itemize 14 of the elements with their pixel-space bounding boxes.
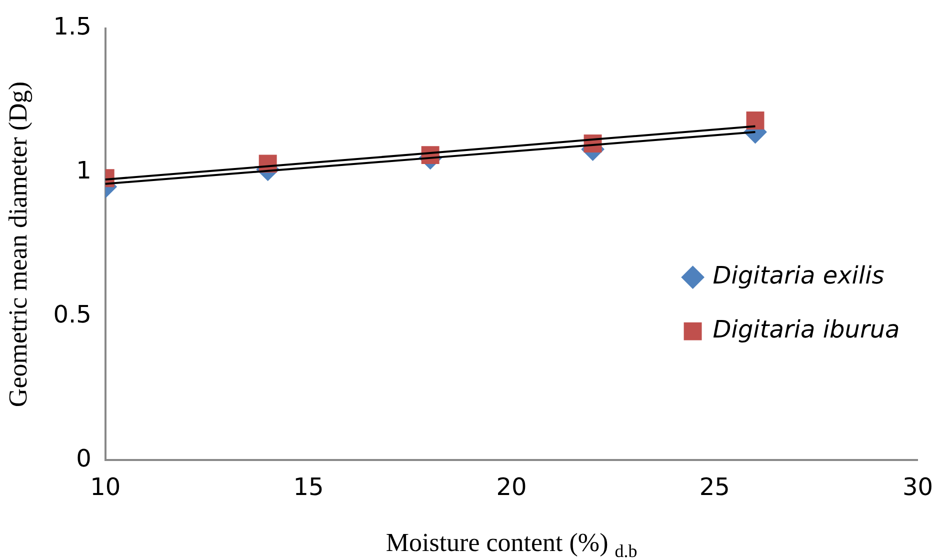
x-tick-label: 25: [699, 472, 730, 501]
y-axis-title: Geometric mean diameter (Dg): [3, 82, 32, 408]
x-axis-title: Moisture content (%) d.b: [386, 528, 638, 559]
y-tick-label: 1.5: [53, 12, 92, 41]
legend-label: Digitaria exilis: [712, 262, 884, 290]
legend-label: Digitaria iburua: [712, 316, 900, 344]
point: [746, 112, 764, 130]
y-tick-label: 0: [76, 444, 92, 472]
y-tick-label: 0.5: [53, 300, 92, 328]
y-tick-label: 1: [76, 156, 92, 185]
x-tick-label: 20: [496, 472, 527, 501]
x-tick-label: 10: [90, 472, 121, 501]
x-tick-label: 15: [293, 472, 324, 501]
x-tick-label: 30: [902, 472, 934, 501]
